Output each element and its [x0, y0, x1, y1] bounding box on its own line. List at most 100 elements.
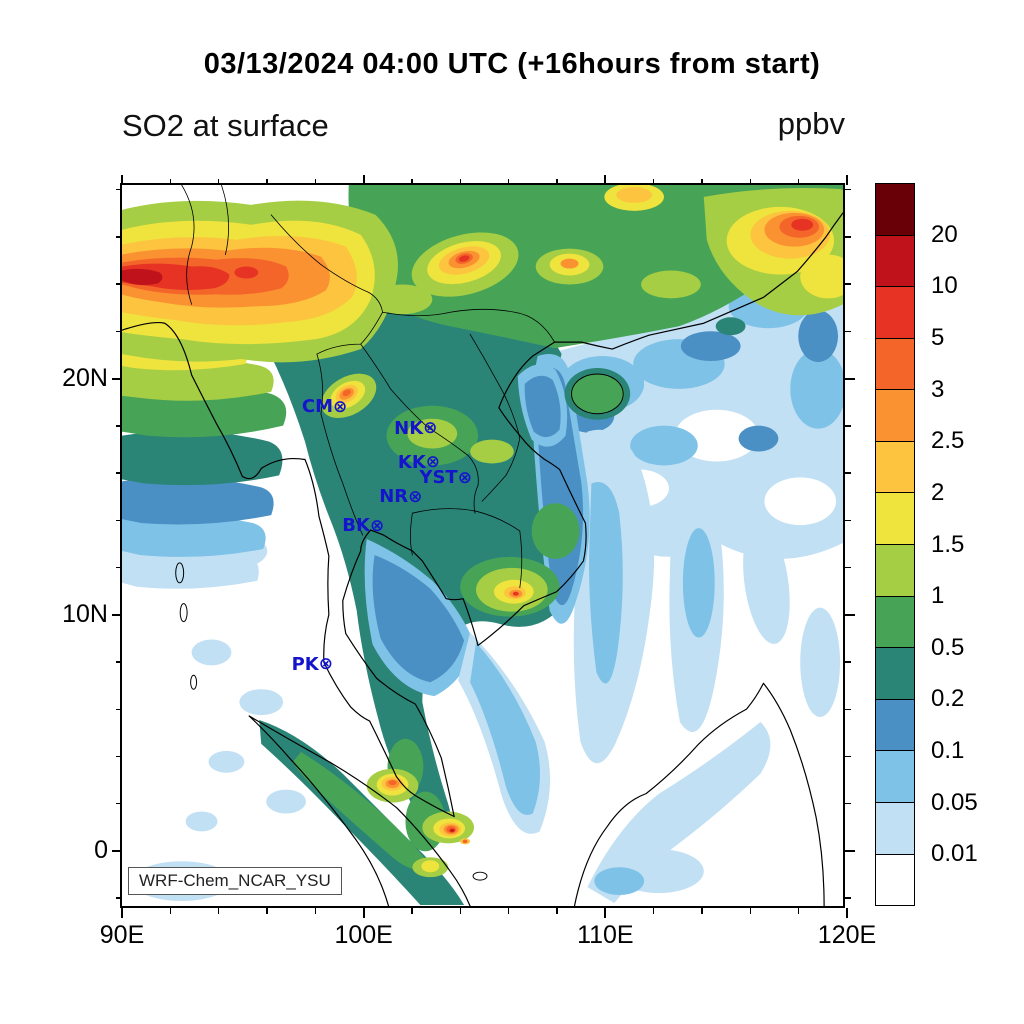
x-minor-tick: [217, 908, 220, 914]
contour-region: [208, 750, 245, 773]
y-minor-tick: [116, 897, 122, 899]
colorbar-tick-label: 10: [931, 272, 958, 300]
contour-region: [248, 715, 390, 906]
x-minor-tick: [652, 179, 655, 185]
contour-region: [462, 839, 468, 844]
x-minor-tick: [266, 179, 268, 185]
contour-region: [641, 270, 701, 299]
station-markers-layer: CM ⊗ NK ⊗ KK ⊗ YST ⊗ NR ⊗ BK ⊗ PK ⊗: [122, 185, 843, 906]
x-minor-tick: [556, 179, 558, 185]
station-marker-KK: KK ⊗: [397, 451, 441, 473]
y-minor-tick: [116, 708, 122, 711]
coastlines: [122, 212, 843, 906]
ocean-low-so2-regions: [131, 219, 843, 904]
y-minor-tick: [116, 802, 122, 805]
y-minor-tick: [116, 519, 122, 522]
y-major-tick: [845, 377, 855, 380]
contour-region: [470, 642, 541, 815]
y-minor-tick: [845, 708, 851, 711]
x-minor-tick: [459, 908, 462, 914]
station-label: KK: [397, 451, 426, 473]
contour-region: [122, 321, 455, 818]
contour-region: [122, 547, 259, 589]
contour-region: [594, 867, 645, 896]
indochina-mid-so2-regions: [259, 291, 631, 906]
contour-region: [122, 268, 163, 285]
colorbar-segment: [876, 286, 914, 338]
contour-region: [270, 214, 383, 313]
x-minor-tick: [749, 179, 752, 185]
x-minor-tick: [701, 179, 703, 185]
y-minor-tick: [116, 661, 122, 663]
variable-title: SO2 at surface: [122, 108, 329, 143]
y-major-tick: [845, 613, 855, 616]
contour-region: [382, 308, 555, 343]
colorbar-tick-label: 0.05: [931, 788, 978, 816]
colorbar-segment: [876, 544, 914, 596]
x-minor-tick: [314, 908, 317, 914]
contour-region: [248, 715, 471, 906]
contour-region: [800, 254, 843, 299]
contour-region: [293, 751, 431, 870]
x-tick-label: 90E: [99, 921, 145, 949]
colorbar-segment: [876, 184, 914, 235]
contour-region: [411, 508, 521, 532]
y-minor-tick: [845, 472, 851, 474]
contour-region: [316, 353, 364, 536]
contour-region: [342, 389, 351, 397]
station-marker-PK: PK ⊗: [291, 653, 333, 675]
x-minor-tick: [652, 908, 655, 914]
contour-region: [234, 266, 259, 279]
station-cross-circle-icon: ⊗: [457, 467, 472, 488]
contour-region: [519, 530, 523, 589]
contour-region: [790, 349, 843, 429]
station-label: BK: [342, 515, 370, 537]
y-minor-tick: [116, 425, 122, 427]
contour-region: [570, 373, 625, 414]
northwest-high-so2-region: [122, 200, 398, 363]
contour-region: [680, 331, 741, 362]
contour-region: [269, 291, 587, 844]
contour-region: [410, 512, 413, 556]
colorbar-segment: [876, 234, 914, 287]
contour-region: [715, 317, 746, 336]
colorbar-segment: [876, 647, 914, 699]
station-marker-YST: YST ⊗: [419, 469, 472, 487]
station-label: PK: [291, 653, 319, 675]
colorbar-tick-label: 0.01: [931, 840, 978, 868]
y-major-tick: [845, 849, 855, 852]
contour-region: [342, 529, 455, 818]
y-minor-tick: [845, 566, 851, 569]
station-cross-circle-icon: ⊗: [425, 452, 441, 473]
contour-region: [764, 477, 837, 526]
x-minor-tick: [217, 179, 220, 185]
contour-region: [407, 418, 458, 449]
y-minor-tick: [845, 425, 851, 427]
colorbar-segment: [876, 853, 914, 906]
station-marker-BK: BK ⊗: [342, 517, 384, 535]
colorbar: 20 10 5 3 2.5 2 1.5 1 0.5 0.2 0.1 0.05 0.01: [875, 183, 1024, 906]
y-minor-tick: [116, 236, 122, 238]
colorbar-swatches: [875, 183, 915, 906]
y-minor-tick: [845, 661, 851, 663]
x-minor-tick: [411, 908, 413, 914]
colorbar-tick-label: 2.5: [931, 427, 965, 455]
x-minor-tick: [459, 179, 462, 185]
x-minor-tick: [797, 179, 800, 185]
colorbar-tick-label: 2: [931, 478, 945, 506]
colorbar-tick-label: 1: [931, 582, 945, 610]
y-minor-tick: [845, 236, 851, 238]
contour-region: [524, 375, 561, 438]
y-tick-label: 20N: [62, 363, 108, 392]
contour-region: [450, 829, 454, 832]
y-major-tick: [112, 849, 122, 852]
x-tick-label: 110E: [577, 921, 634, 949]
contour-region: [221, 185, 229, 256]
contour-region: [573, 682, 825, 906]
x-minor-tick: [507, 179, 510, 185]
station-label: YST: [419, 467, 458, 489]
contour-region: [560, 258, 579, 269]
x-tick-label: 120E: [817, 921, 877, 949]
contour-region: [122, 477, 274, 525]
